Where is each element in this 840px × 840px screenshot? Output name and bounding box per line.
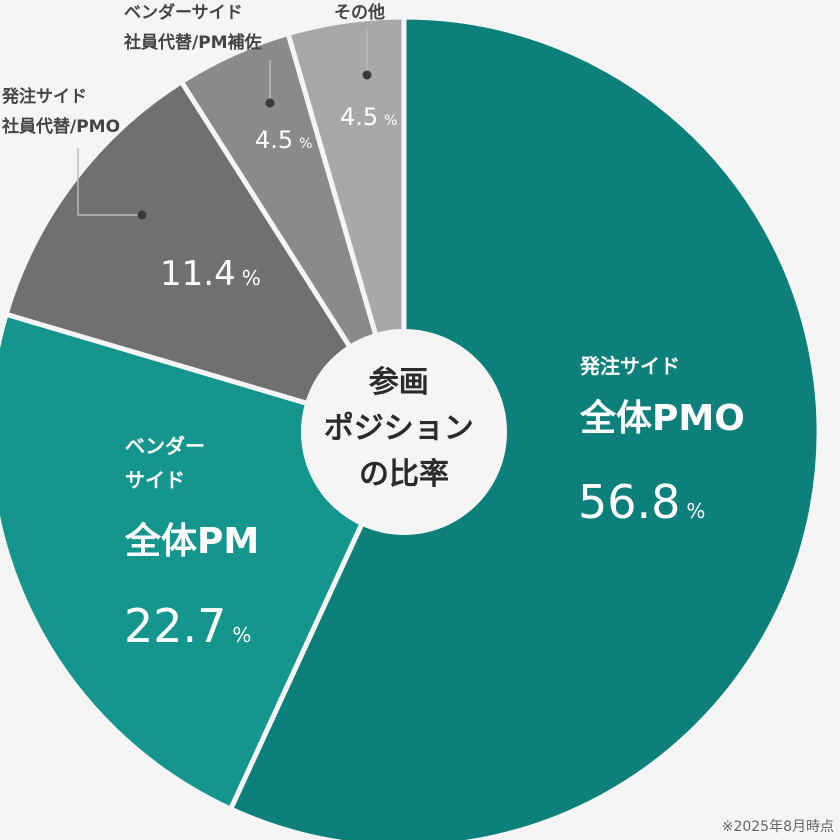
slice-value-unit-4: % (384, 113, 397, 129)
leader-dot-4 (362, 70, 372, 80)
slice-value-number-2: 11.4 (160, 254, 236, 294)
center-label: 参画 ポジション の比率 (324, 365, 484, 492)
center-label-line-2: ポジション (324, 411, 474, 446)
center-label-line-1: 参画 (369, 365, 429, 400)
slice-value-number-0: 56.8 (578, 475, 680, 529)
slice-value-number-3: 4.5 (255, 126, 293, 154)
slice-value-number-4: 4.5 (340, 103, 378, 131)
slice-value-unit-2: % (242, 266, 261, 290)
slice-value-number-1: 22.7 (124, 599, 226, 653)
pie-slice-4 (285, 14, 407, 433)
leader-line-2 (77, 148, 142, 216)
slice-name-0-line-1: 全体PMO (579, 397, 745, 439)
slice-name-1-line-1: サイド (125, 468, 185, 492)
pie-slice-2 (2, 78, 410, 437)
slice-value-4: 4.5% (340, 103, 397, 131)
slice-name-3-line-0: ベンダーサイド (124, 2, 243, 23)
footnote: ※2025年8月時点 (721, 819, 834, 835)
slice-value-1: 22.7% (124, 599, 251, 653)
slice-value-2: 11.4% (160, 254, 261, 294)
slice-name-2-line-0: 発注サイド (1, 86, 87, 107)
slice-name-4-line-0: その他 (334, 2, 385, 23)
slice-value-unit-3: % (299, 136, 312, 152)
slice-name-3-line-1: 社員代替/PM補佐 (123, 32, 262, 53)
slices-group (0, 14, 822, 840)
slice-value-3: 4.5% (255, 126, 312, 154)
slice-value-unit-1: % (232, 623, 251, 647)
pie-slice-0 (227, 14, 822, 840)
slice-value-unit-0: % (686, 499, 705, 523)
slice-name-1-line-2: 全体PM (124, 520, 259, 562)
leader-dot-2 (137, 210, 147, 220)
leader-dot-3 (265, 98, 275, 108)
center-label-line-3: の比率 (359, 457, 449, 492)
slice-name-0-line-0: 発注サイド (579, 354, 680, 378)
slice-name-1-line-0: ベンダー (125, 434, 205, 458)
slice-value-0: 56.8% (578, 475, 705, 529)
slice-name-2-line-1: 社員代替/PMO (1, 116, 120, 137)
leader-lines (77, 30, 372, 220)
center-hole (301, 329, 507, 535)
